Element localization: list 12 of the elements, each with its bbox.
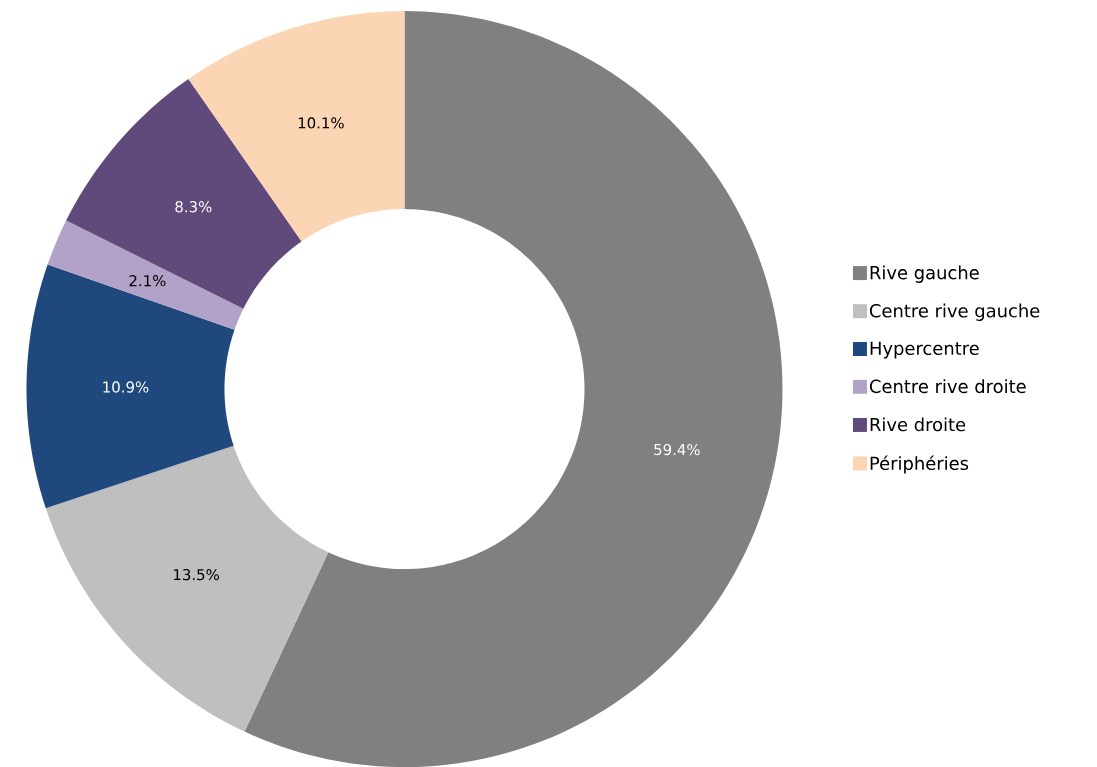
legend-label: Hypercentre — [870, 341, 979, 359]
data-label: 13.5% — [173, 568, 219, 581]
data-label: 2.1% — [129, 274, 166, 287]
legend-label: Centre rive gauche — [869, 303, 1040, 321]
data-label: 8.3% — [175, 201, 212, 213]
legend-label: Périphéries — [870, 455, 969, 474]
legend-label: Centre rive droite — [869, 379, 1026, 394]
legend-label: Rive gauche — [870, 265, 979, 283]
data-label: 59.4% — [654, 443, 700, 456]
legend-label: Rive droite — [870, 417, 966, 432]
data-label: 10.1% — [298, 117, 344, 129]
data-label: 10.9% — [103, 381, 149, 393]
